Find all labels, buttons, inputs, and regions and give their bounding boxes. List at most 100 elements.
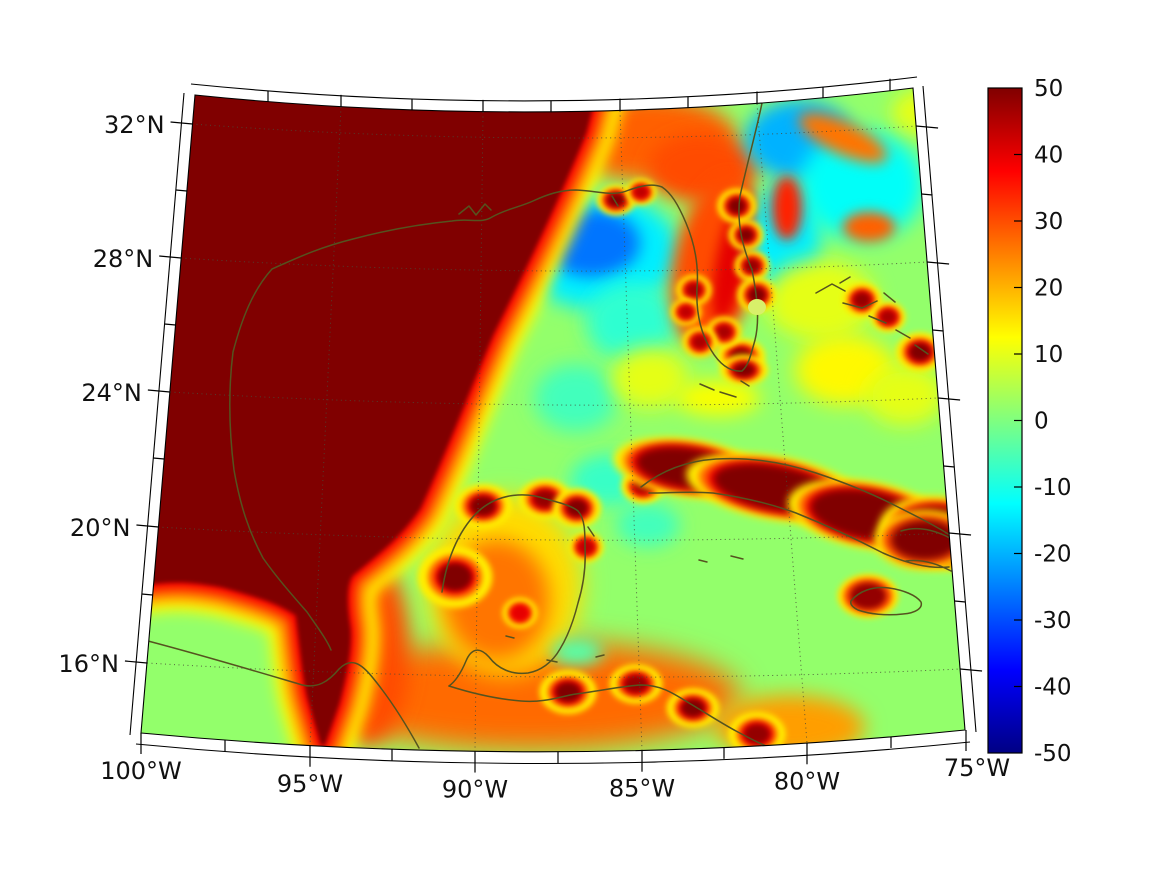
field-hotspot bbox=[748, 287, 766, 303]
colorbar-tick-label: -40 bbox=[1034, 675, 1072, 701]
field-blob bbox=[800, 130, 924, 240]
frame-outer-left bbox=[129, 92, 185, 736]
field-hotspots bbox=[417, 178, 965, 752]
colorbar-tick-label: -20 bbox=[1034, 542, 1072, 568]
colorbar-tick-label: 30 bbox=[1034, 209, 1063, 235]
lat-major-tick bbox=[916, 125, 939, 129]
field-blob bbox=[586, 282, 678, 362]
lat-major-tick bbox=[938, 397, 961, 401]
field-hotspot bbox=[555, 682, 581, 702]
lon-tick-label: 95°W bbox=[277, 770, 343, 798]
colorbar-tick-label: 10 bbox=[1034, 342, 1063, 368]
colorbar-labels: 50 40 30 20 10 0 -10 -20 -30 -40 -50 bbox=[1034, 76, 1072, 767]
field-hotspot bbox=[512, 606, 528, 620]
lon-tick-label: 100°W bbox=[100, 757, 182, 785]
frame-inner bbox=[140, 87, 966, 753]
colorbar-tick-label: 0 bbox=[1034, 409, 1049, 435]
gridline-32n bbox=[191, 123, 917, 139]
coastline-small-islands bbox=[458, 195, 750, 663]
field-hotspot bbox=[578, 540, 594, 554]
field-blob bbox=[865, 365, 945, 425]
frame-outer-right bbox=[922, 85, 977, 733]
lon-tick-label: 80°W bbox=[774, 767, 840, 795]
lake-okeechobee bbox=[748, 299, 766, 315]
lat-minor-tick bbox=[932, 329, 944, 332]
field-hotspot bbox=[634, 186, 648, 198]
lon-tick-label: 85°W bbox=[609, 775, 675, 803]
field-blob bbox=[534, 364, 618, 432]
coastline-honduras bbox=[448, 684, 767, 747]
tick-marks bbox=[124, 78, 983, 773]
lat-minor-tick bbox=[954, 600, 966, 603]
field-hotspot bbox=[853, 292, 871, 308]
field-hotspot bbox=[566, 499, 588, 517]
colorbar-tick-label: 40 bbox=[1034, 143, 1063, 169]
lat-major-tick bbox=[124, 660, 147, 664]
coastline-paths bbox=[147, 102, 965, 749]
field-blob bbox=[551, 638, 603, 666]
lon-tick-label: 75°W bbox=[944, 754, 1010, 782]
coastline-cuba-north bbox=[640, 457, 954, 538]
field-hotspot bbox=[909, 343, 931, 361]
gridline-85w bbox=[619, 110, 643, 752]
lat-tick-label: 20°N bbox=[70, 514, 131, 542]
gridline-16n bbox=[146, 662, 961, 678]
field-blob bbox=[612, 348, 688, 408]
lat-minor-tick bbox=[943, 465, 955, 468]
lat-minor-tick bbox=[921, 193, 933, 196]
lat-major-tick bbox=[948, 532, 972, 536]
field-blob bbox=[676, 380, 760, 416]
lon-tick-label: 90°W bbox=[442, 776, 508, 804]
colorbar-tick-label: -10 bbox=[1034, 475, 1072, 501]
coastline-bahamas bbox=[815, 276, 929, 355]
lat-minor-tick bbox=[175, 189, 187, 192]
map-field bbox=[141, 88, 965, 752]
longitude-labels: 100°W 95°W 90°W 85°W 80°W 75°W bbox=[100, 754, 1010, 804]
lat-major-tick bbox=[159, 255, 182, 259]
field-blob bbox=[843, 212, 895, 242]
coastline-pacific-central-america bbox=[147, 640, 420, 749]
lat-tick-label: 16°N bbox=[58, 650, 119, 678]
field-hotspot bbox=[728, 198, 746, 214]
gridline-80w bbox=[756, 103, 808, 744]
colorbar-ticks bbox=[1014, 153, 1022, 688]
coastline-cuba-south bbox=[648, 491, 950, 569]
field-hotspot bbox=[686, 283, 702, 297]
lat-minor-tick bbox=[141, 593, 153, 596]
field-blob bbox=[772, 176, 802, 240]
field-hotspot bbox=[679, 306, 693, 318]
map-frame bbox=[124, 76, 983, 773]
field-blob bbox=[798, 113, 888, 163]
lat-major-tick bbox=[170, 121, 193, 125]
gridline-90w bbox=[474, 111, 484, 752]
colorbar-tick-label: 50 bbox=[1034, 76, 1063, 102]
colorbar: 50 40 30 20 10 0 -10 -20 -30 -40 -50 bbox=[987, 76, 1072, 767]
lat-tick-label: 32°N bbox=[104, 111, 165, 139]
frame-outer-bottom bbox=[135, 741, 971, 765]
lat-minor-tick bbox=[164, 323, 176, 326]
field-blob bbox=[765, 260, 875, 340]
coastline-us-gulf-atlantic-mexico bbox=[228, 102, 763, 651]
colorbar-tick-label: 20 bbox=[1034, 276, 1063, 302]
lat-minor-tick bbox=[153, 457, 165, 460]
field-hotspot bbox=[692, 335, 708, 349]
colorbar-tick-label: -30 bbox=[1034, 608, 1072, 634]
lat-major-tick bbox=[136, 524, 159, 528]
field-hotspot bbox=[470, 496, 496, 516]
field-blob bbox=[616, 503, 680, 547]
frame-outer-top bbox=[190, 76, 918, 102]
latitude-labels: 32°N 28°N 24°N 20°N 16°N bbox=[58, 111, 164, 678]
lat-tick-label: 28°N bbox=[93, 245, 154, 273]
lat-major-tick bbox=[960, 668, 983, 672]
lat-major-tick bbox=[927, 261, 950, 265]
lat-major-tick bbox=[147, 389, 170, 393]
coastline-yucatan bbox=[441, 494, 586, 687]
lat-tick-label: 24°N bbox=[81, 379, 142, 407]
west-region-core bbox=[141, 88, 603, 746]
field-hotspot bbox=[624, 675, 648, 693]
colorbar-tick-label: -50 bbox=[1034, 741, 1072, 767]
field-hotspot bbox=[880, 310, 896, 324]
field-hotspot bbox=[744, 724, 770, 744]
